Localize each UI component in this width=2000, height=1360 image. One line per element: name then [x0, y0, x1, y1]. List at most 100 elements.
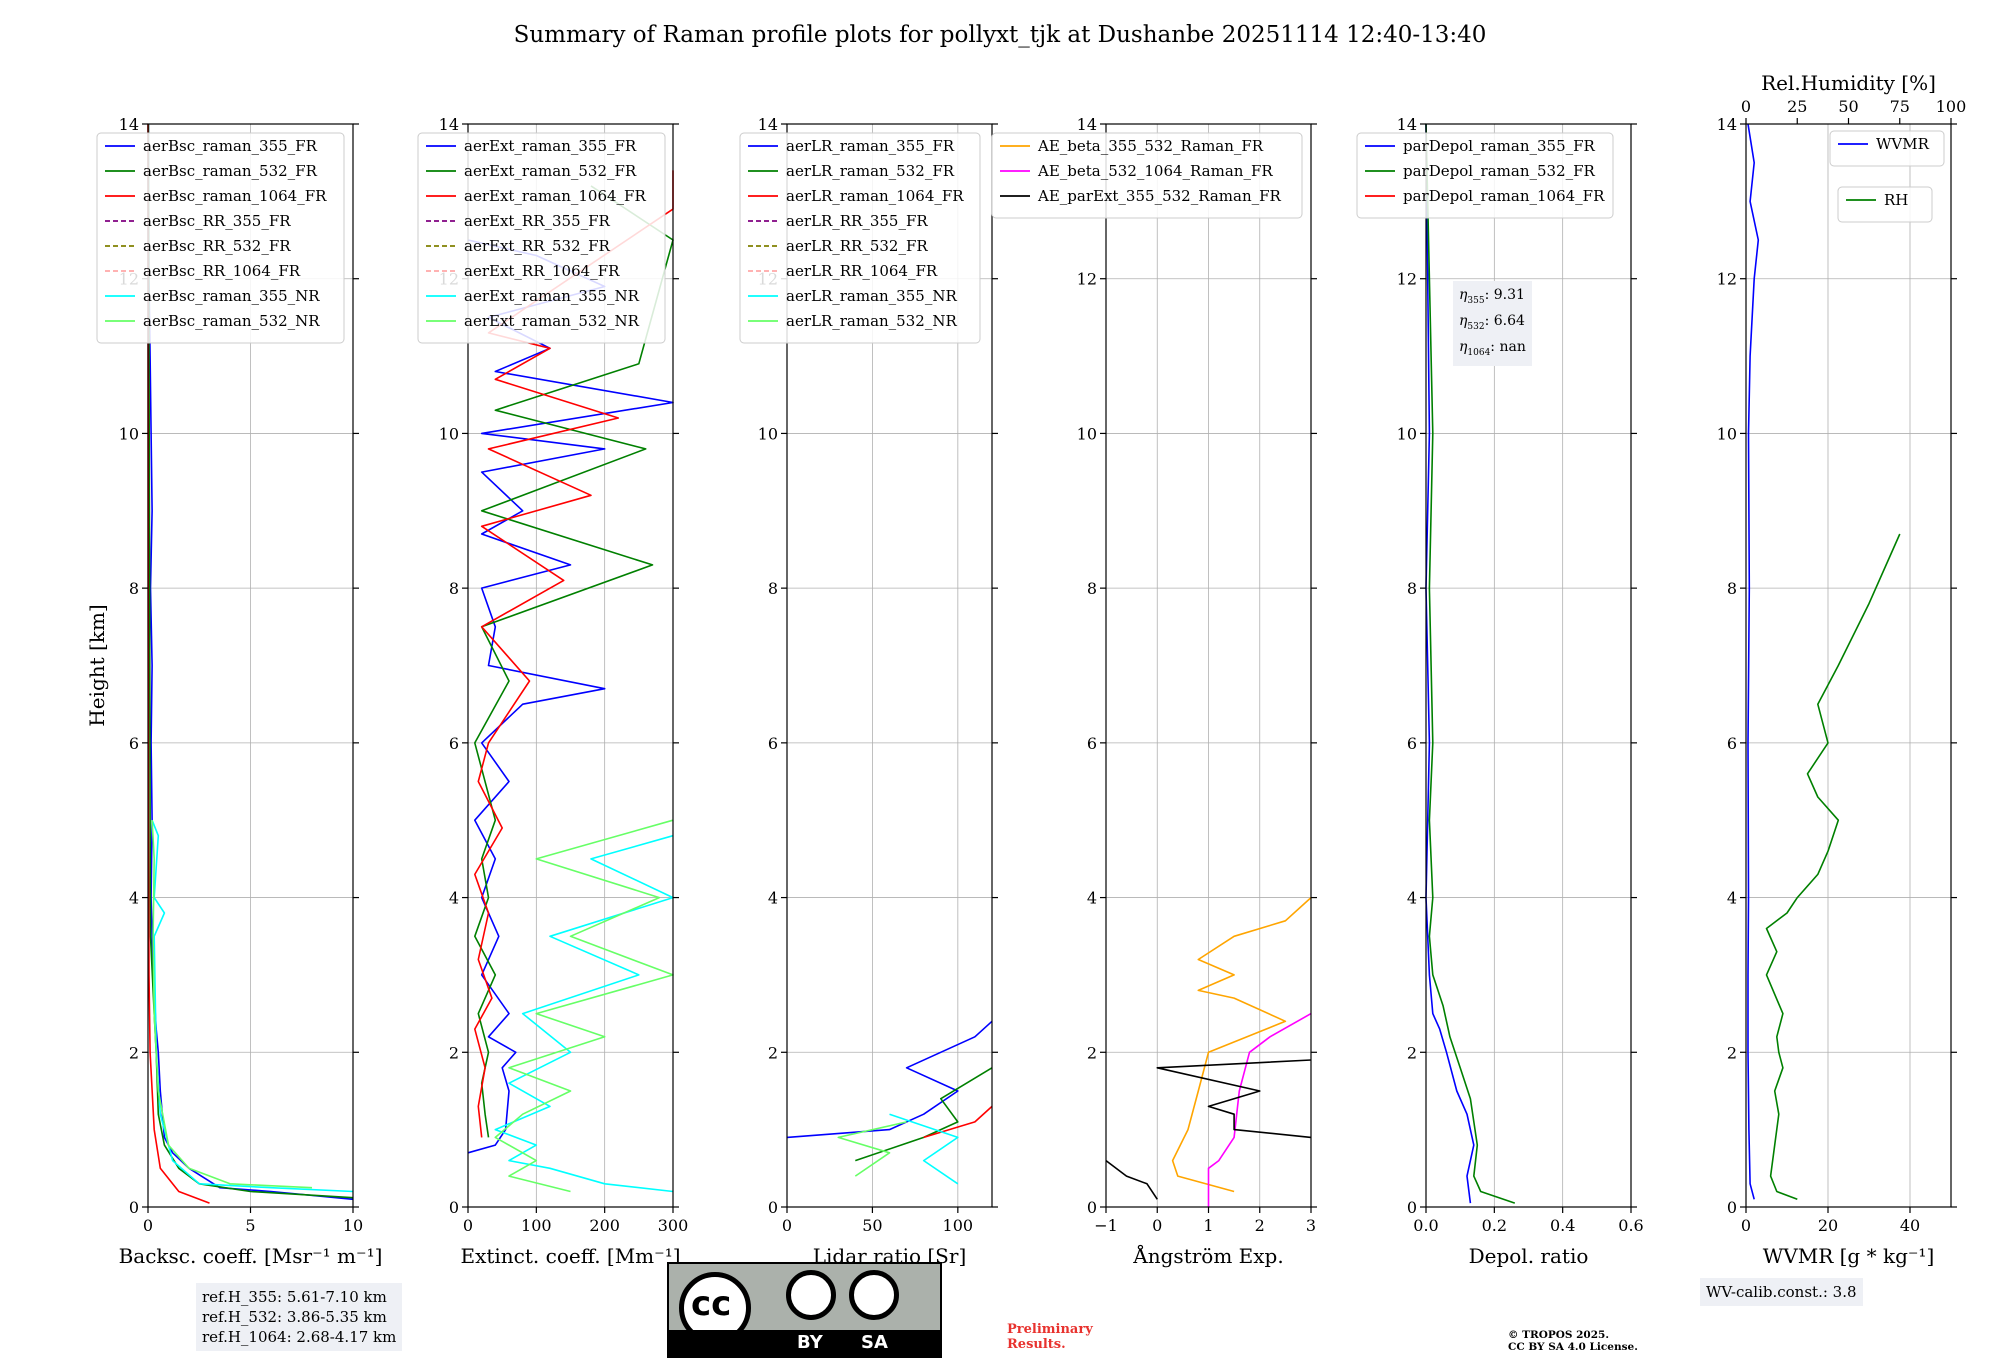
preliminary-line-2: Results. — [1007, 1337, 1066, 1352]
eta-532: η532: 6.64 — [1459, 312, 1525, 332]
ext-ytick-label: 0 — [449, 1198, 459, 1217]
ext-legend-label: aerExt_raman_355_FR — [464, 137, 637, 155]
eta-1064: η1064: nan — [1459, 338, 1526, 358]
wv-ytick-label: 12 — [1717, 270, 1737, 289]
lr-legend-label: aerLR_raman_355_NR — [786, 287, 957, 305]
ext-xtick-label: 200 — [589, 1216, 620, 1235]
ext-ytick-label: 14 — [439, 115, 459, 134]
ae-xtick-label: 0 — [1152, 1216, 1162, 1235]
bsc-legend-label: aerBsc_RR_355_FR — [143, 212, 291, 230]
bsc-legend-label: aerBsc_raman_355_FR — [143, 137, 318, 155]
ext-series-aerExt_raman_1064_FR — [473, 170, 674, 1138]
lr-xtick-label: 50 — [862, 1216, 882, 1235]
preliminary-line-1: Preliminary — [1007, 1322, 1093, 1337]
ae-xtick-label: 2 — [1255, 1216, 1265, 1235]
lr-series-aerLR_raman_532_NR — [837, 1121, 907, 1177]
ae-series-AE_beta_355_532_Raman_FR — [1171, 897, 1312, 1193]
ae-ytick-label: 10 — [1077, 424, 1097, 443]
wv-legend-label: WVMR — [1876, 135, 1930, 153]
ext-ytick-label: 4 — [449, 889, 459, 908]
bsc-xtick-label: 5 — [245, 1216, 255, 1235]
bsc-series-aerBsc_raman_532_NR — [151, 820, 313, 1189]
depol-xtick-label: 0.0 — [1413, 1216, 1438, 1235]
depol-legend-label: parDepol_raman_355_FR — [1403, 137, 1596, 155]
eta-box: η355: 9.31 η532: 6.64 η1064: nan — [1453, 281, 1532, 367]
ext-ytick-label: 10 — [439, 424, 459, 443]
ae-xtick-label: −1 — [1094, 1216, 1118, 1235]
lr-series-aerLR_raman_355_FR — [786, 1020, 993, 1139]
depol-axes-frame — [1425, 123, 1632, 1208]
depol-legend-box — [1356, 132, 1614, 219]
ext-xtick-label: 100 — [521, 1216, 552, 1235]
wv-xtick-label: 40 — [1900, 1216, 1920, 1235]
ext-ytick-label: 8 — [449, 579, 459, 598]
wv-xtick-label: 20 — [1818, 1216, 1838, 1235]
lr-ytick-label: 4 — [768, 889, 778, 908]
wv-legend-label: RH — [1884, 191, 1908, 209]
lr-legend-label: aerLR_raman_355_FR — [786, 137, 955, 155]
ext-xtick-label: 300 — [658, 1216, 689, 1235]
cc-license-logo: cc BY SA — [667, 1262, 942, 1358]
wv-legend-box-2 — [1837, 186, 1933, 223]
wv-top-xtick-label: 100 — [1936, 97, 1967, 116]
bsc-ytick-label: 4 — [129, 889, 139, 908]
ae-xtick-label: 1 — [1203, 1216, 1213, 1235]
ref-height-1064: ref.H_1064: 2.68-4.17 km — [202, 1328, 397, 1346]
ext-legend-label: aerExt_RR_355_FR — [464, 212, 611, 230]
lr-series-aerLR_raman_355_NR — [889, 1113, 959, 1185]
depol-legend-label: parDepol_raman_532_FR — [1403, 162, 1596, 180]
lr-ytick-label: 2 — [768, 1043, 778, 1062]
preliminary-note: Preliminary Results. — [1007, 1322, 1093, 1352]
ext-legend-label: aerExt_raman_1064_FR — [464, 187, 646, 205]
ext-axes-frame — [467, 123, 674, 1208]
wv-top-xtick-label: 50 — [1838, 97, 1858, 116]
lr-legend-label: aerLR_RR_1064_FR — [786, 262, 938, 280]
bsc-ytick-label: 2 — [129, 1043, 139, 1062]
ae-ytick-label: 0 — [1087, 1198, 1097, 1217]
figure-title: Summary of Raman profile plots for polly… — [513, 22, 1487, 48]
depol-legend-label: parDepol_raman_1064_FR — [1403, 187, 1605, 205]
ae-xtick-label: 3 — [1306, 1216, 1316, 1235]
ext-ytick-label: 2 — [449, 1043, 459, 1062]
bsc-legend-label: aerBsc_RR_1064_FR — [143, 262, 301, 280]
ext-series-aerExt_raman_355_NR — [494, 834, 674, 1193]
bsc-legend-label: aerBsc_raman_532_NR — [143, 312, 320, 330]
wv-ytick-label: 14 — [1717, 115, 1737, 134]
ext-series-aerExt_raman_532_FR — [473, 185, 674, 1138]
depol-xlabel: Depol. ratio — [1469, 1244, 1589, 1268]
depol-series-parDepol_raman_532_FR — [1425, 123, 1516, 1204]
cc-logo-text: cc — [691, 1284, 732, 1324]
lr-ytick-label: 10 — [758, 424, 778, 443]
bsc-legend-label: aerBsc_raman_355_NR — [143, 287, 320, 305]
lr-legend-label: aerLR_RR_532_FR — [786, 237, 928, 255]
copyright-line-2: CC BY SA 4.0 License. — [1508, 1341, 1638, 1353]
ref-height-355: ref.H_355: 5.61-7.10 km — [202, 1288, 387, 1306]
ext-legend-label: aerExt_RR_1064_FR — [464, 262, 620, 280]
lr-legend-label: aerLR_raman_532_FR — [786, 162, 955, 180]
ae-ytick-label: 14 — [1077, 115, 1097, 134]
depol-ytick-label: 4 — [1407, 889, 1417, 908]
ext-xlabel: Extinct. coeff. [Mm⁻¹] — [460, 1244, 680, 1268]
lr-legend-label: aerLR_raman_1064_FR — [786, 187, 964, 205]
wv-xtick-label: 0 — [1741, 1216, 1751, 1235]
wv-ytick-label: 10 — [1717, 424, 1737, 443]
wv-series-RH — [1765, 533, 1901, 1201]
lr-ytick-label: 14 — [758, 115, 778, 134]
lr-legend-label: aerLR_raman_532_NR — [786, 312, 957, 330]
lr-legend-box — [739, 132, 981, 344]
ext-legend-label: aerExt_raman_532_FR — [464, 162, 637, 180]
eta-355: η355: 9.31 — [1459, 287, 1525, 306]
ext-legend-label: aerExt_raman_532_NR — [464, 312, 640, 330]
bsc-legend-box — [96, 132, 345, 344]
depol-ytick-label: 8 — [1407, 579, 1417, 598]
ae-legend-label: AE_beta_532_1064_Raman_FR — [1037, 162, 1273, 180]
lr-xtick-label: 100 — [943, 1216, 974, 1235]
bsc-ytick-label: 0 — [129, 1198, 139, 1217]
bsc-legend-label: aerBsc_RR_532_FR — [143, 237, 291, 255]
ae-xlabel: Ångström Exp. — [1132, 1243, 1283, 1268]
ae-series-AE_beta_532_1064_Raman_FR — [1207, 1012, 1312, 1207]
bsc-ylabel: Height [km] — [85, 604, 109, 726]
wv-axes-frame — [1745, 123, 1952, 1208]
bsc-legend-label: aerBsc_raman_532_FR — [143, 162, 318, 180]
